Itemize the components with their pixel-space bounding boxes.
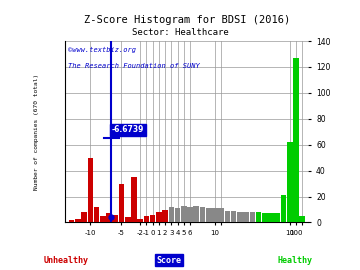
Text: The Research Foundation of SUNY: The Research Foundation of SUNY [68, 63, 199, 69]
Text: Sector: Healthcare: Sector: Healthcare [132, 28, 228, 37]
Bar [175, 208, 180, 222]
Bar [162, 210, 168, 222]
Bar [206, 208, 212, 222]
Bar [300, 216, 305, 222]
Bar [87, 158, 93, 222]
Bar [144, 216, 149, 222]
Bar [119, 184, 124, 222]
Bar [243, 212, 249, 222]
Text: -6.6739: -6.6739 [112, 125, 144, 134]
Bar [281, 195, 286, 222]
Bar [237, 212, 243, 222]
Bar [181, 206, 186, 222]
Bar [69, 220, 75, 222]
Bar [150, 215, 156, 222]
Bar [75, 219, 81, 222]
Title: Z-Score Histogram for BDSI (2016): Z-Score Histogram for BDSI (2016) [84, 15, 290, 25]
Bar [256, 212, 261, 222]
Text: Healthy: Healthy [278, 256, 313, 265]
Bar [112, 215, 118, 222]
Bar [249, 212, 255, 222]
Bar [200, 207, 205, 222]
Bar [225, 211, 230, 222]
Bar [268, 213, 274, 222]
Bar [94, 207, 99, 222]
Bar [168, 207, 174, 222]
Bar [212, 208, 218, 222]
Bar [100, 216, 105, 222]
Bar [293, 58, 299, 222]
Bar [131, 177, 137, 222]
Text: ©www.textbiz.org: ©www.textbiz.org [68, 46, 136, 53]
Text: Unhealthy: Unhealthy [43, 256, 88, 265]
Bar [106, 213, 112, 222]
Bar [219, 208, 224, 222]
Bar [156, 212, 162, 222]
Bar [262, 213, 267, 222]
Text: Number of companies (670 total): Number of companies (670 total) [34, 74, 39, 190]
Bar [81, 212, 87, 222]
Bar [187, 207, 193, 222]
Bar [138, 219, 143, 222]
Bar [231, 211, 237, 222]
Bar [193, 206, 199, 222]
Bar [274, 213, 280, 222]
Text: Score: Score [157, 256, 182, 265]
Bar [287, 142, 293, 222]
Bar [125, 217, 131, 222]
